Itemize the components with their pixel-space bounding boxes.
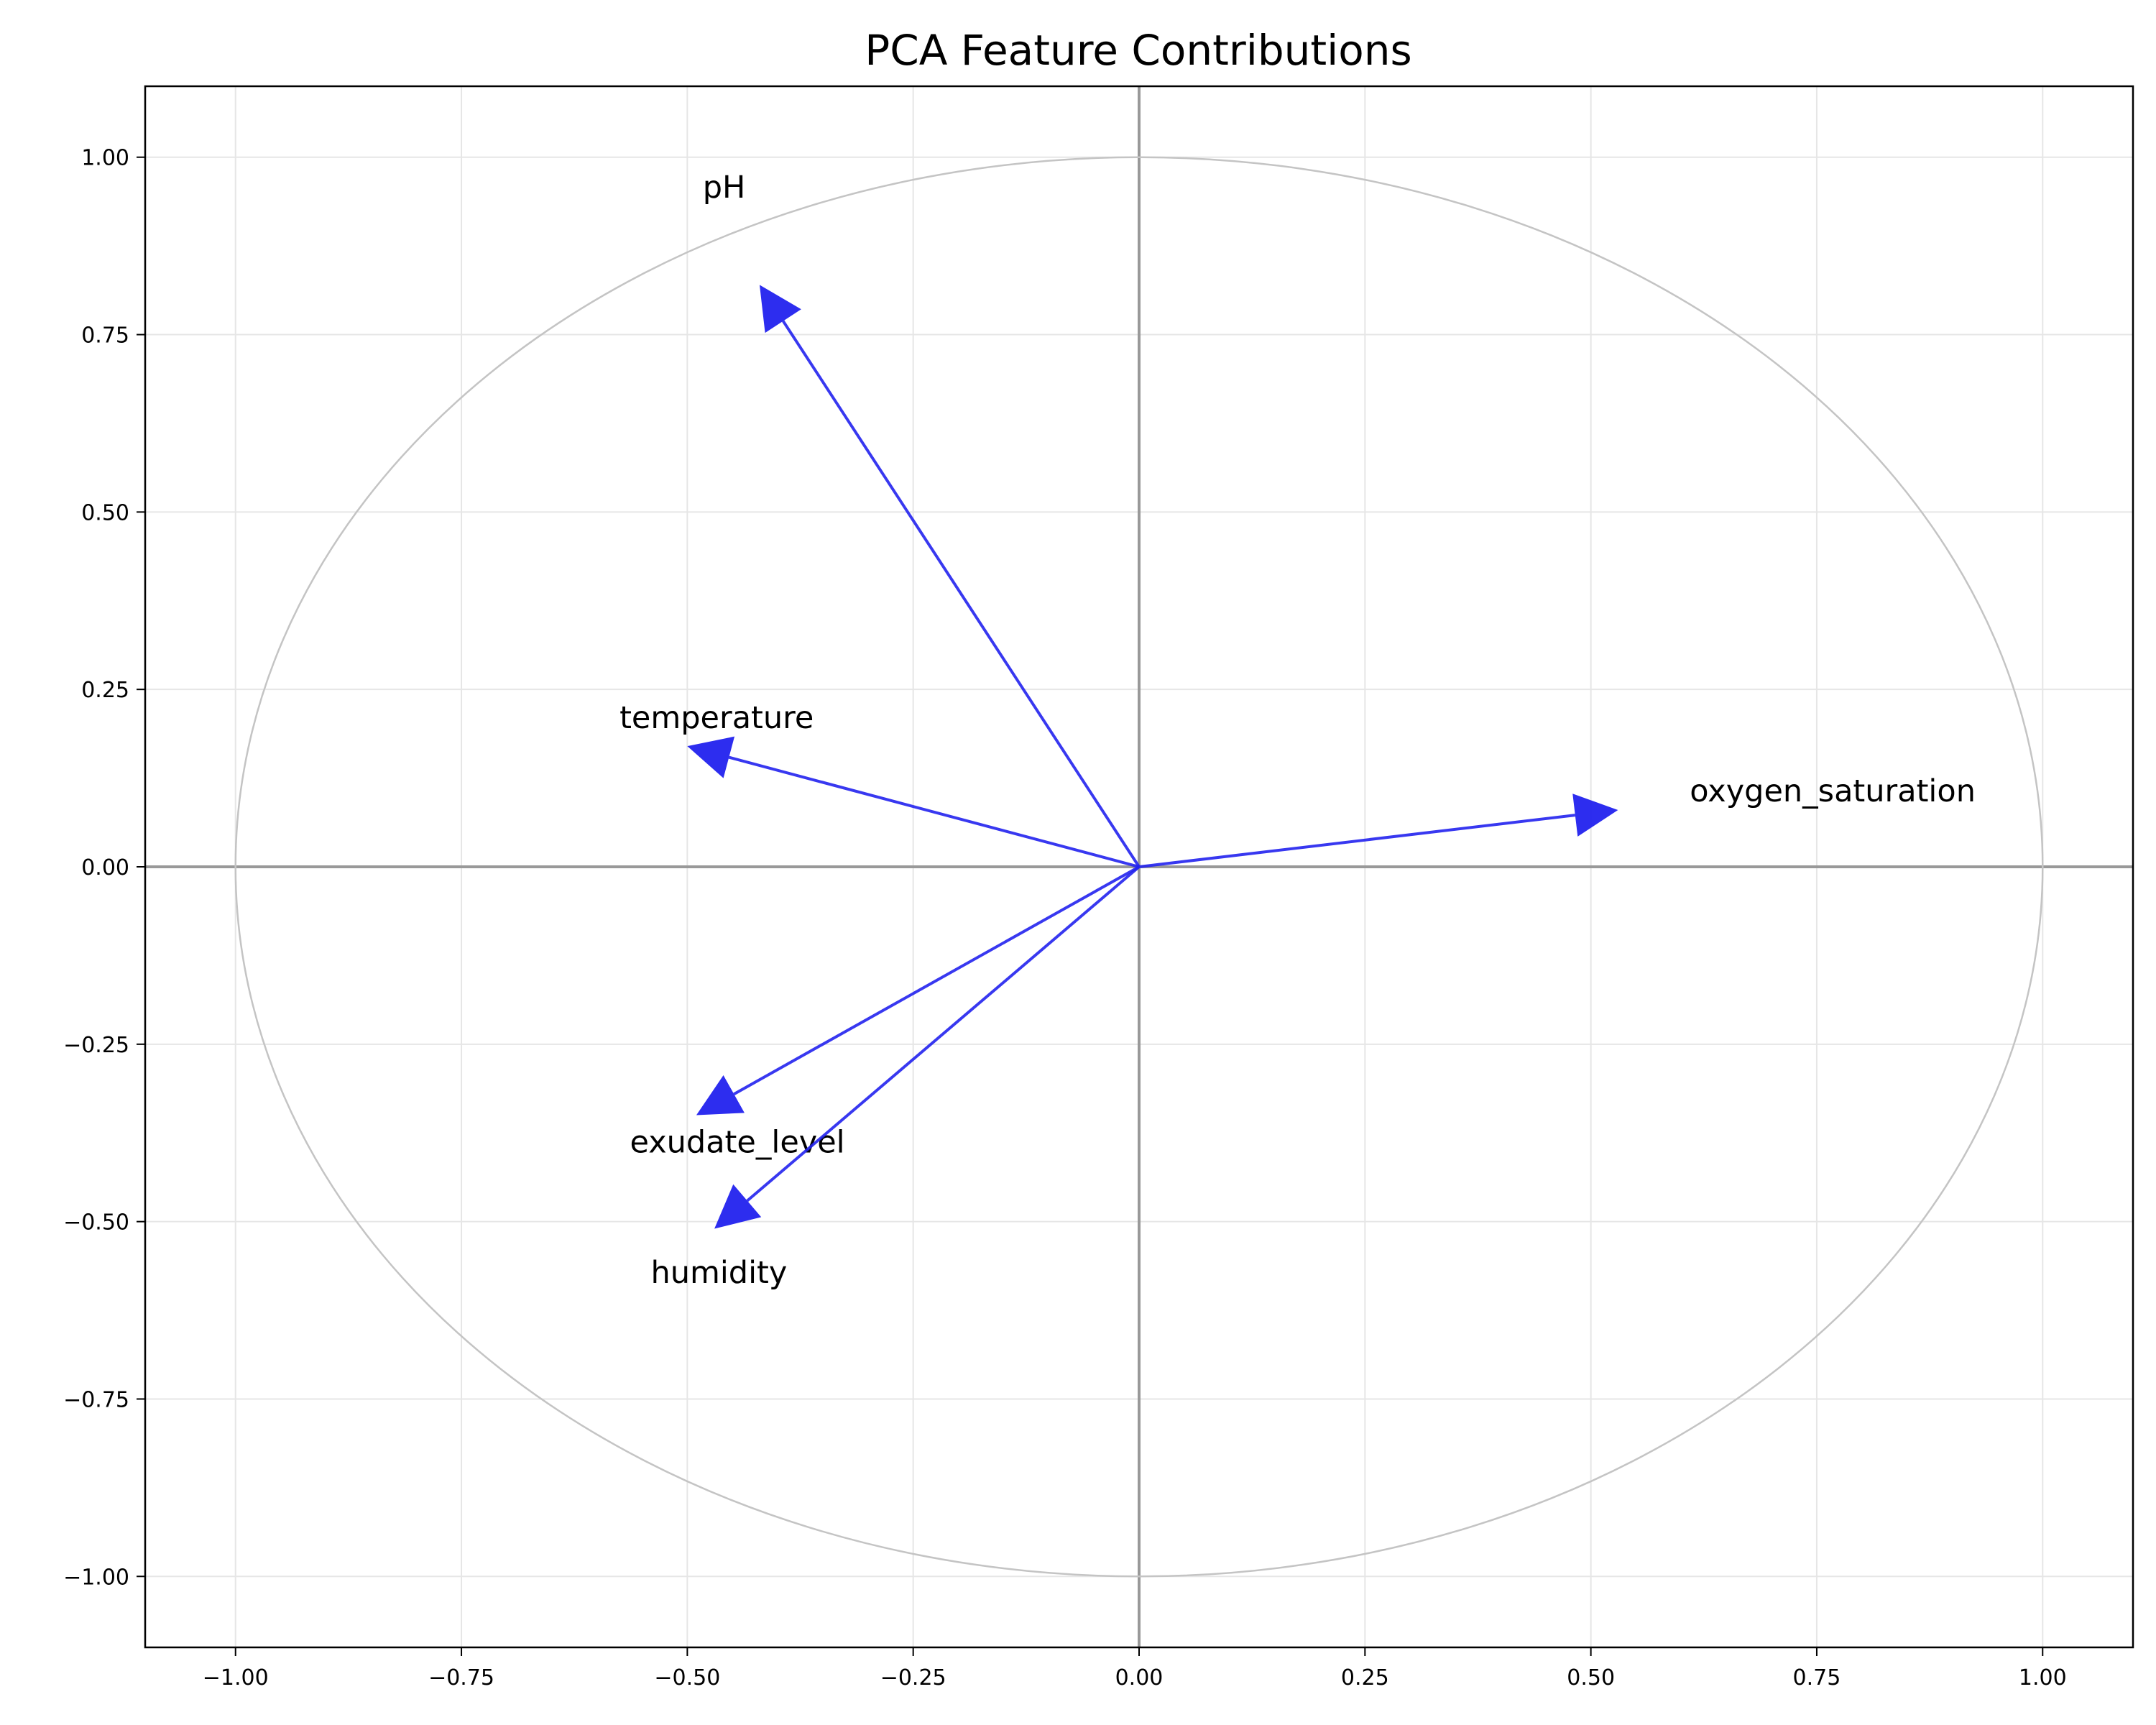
vector-humidity: humidity [650,865,1141,1291]
vector-exudate-level: exudate_level [630,865,1140,1160]
y-tick-label: −0.25 [63,1033,129,1058]
vector-shaft [733,865,1140,1095]
x-tick-label: 0.00 [1115,1665,1164,1690]
vector-arrowhead [759,285,801,334]
vector-label: oxygen_saturation [1690,773,1976,809]
x-tick-label: −0.75 [428,1665,494,1690]
y-tick-label: −1.00 [63,1565,129,1590]
vector-temperature: temperature [619,700,1140,868]
vector-shaft [746,865,1141,1202]
vector-label: pH [703,170,746,206]
y-tick-label: −0.50 [63,1210,129,1236]
vector-label: temperature [619,700,814,736]
x-tick-label: −0.50 [654,1665,720,1690]
y-tick-label: 0.25 [81,678,129,703]
x-tick-label: 0.75 [1793,1665,1841,1690]
vector-arrowhead [714,1184,762,1229]
y-tick-label: 0.00 [81,855,129,880]
y-tick-label: 0.75 [81,323,129,349]
vector-oxygen-saturation: oxygen_saturation [1138,773,1976,868]
vector-shaft [782,320,1141,868]
vector-layer: pH temperature oxygen_saturation exudate_le… [619,170,1976,1291]
vector-arrowhead [687,736,735,778]
chart-title: PCA Feature Contributions [865,26,1412,75]
vector-pH: pH [703,170,1141,868]
x-tick-label: −0.25 [880,1665,946,1690]
x-tick-label: 1.00 [2019,1665,2067,1690]
unit-circle-layer [234,156,2044,1578]
y-tick-label: −0.75 [63,1387,129,1412]
vector-label: humidity [650,1255,787,1291]
vector-shaft [728,755,1140,868]
y-tick-label: 0.50 [81,500,129,525]
x-tick-label: −1.00 [203,1665,269,1690]
y-tick-label: 1.00 [81,146,129,171]
unit-circle [234,156,2044,1578]
vector-arrowhead [1572,794,1618,837]
vector-arrowhead [696,1075,745,1116]
vector-label: exudate_level [630,1124,845,1160]
plot-frame [144,85,2134,1649]
tick-layer: −1.00 −0.75 −0.50 −0.25 0.00 0.25 0.50 0.75 1.00… [63,146,2067,1690]
vector-shaft [1138,814,1576,868]
x-tick-label: 0.25 [1341,1665,1389,1690]
x-tick-label: 0.50 [1567,1665,1615,1690]
